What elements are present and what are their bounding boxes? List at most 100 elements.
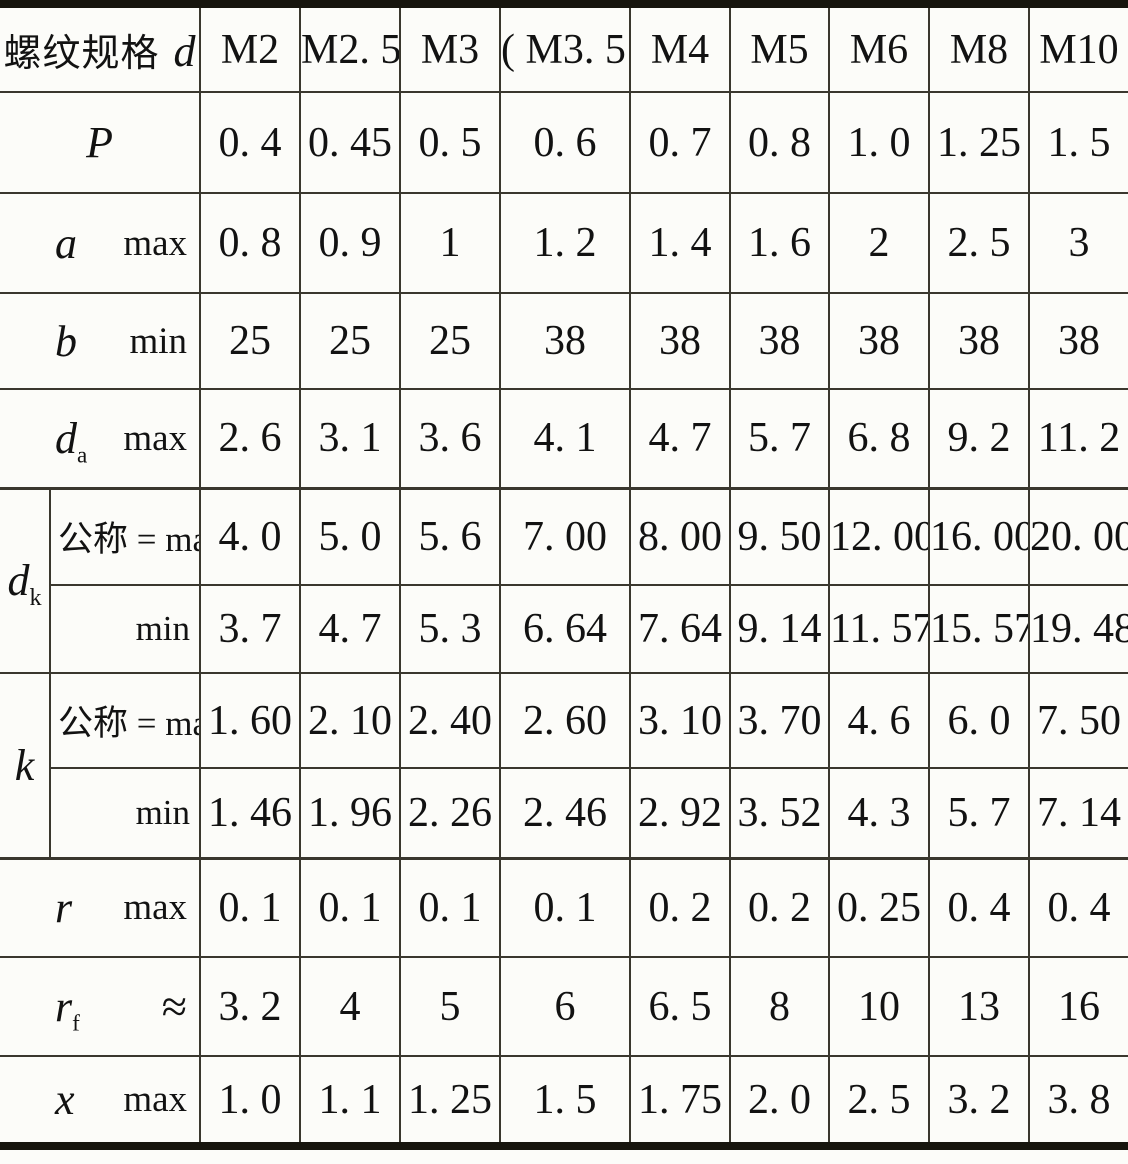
group-label-dk: dk bbox=[0, 486, 51, 674]
symbol-da-subscript: a bbox=[77, 441, 88, 468]
cell-kmax-m4: 3. 10 bbox=[629, 672, 732, 769]
row-label-x: x max bbox=[0, 1055, 202, 1147]
cell-r-m4: 0. 2 bbox=[629, 856, 732, 958]
group-label-k: k bbox=[0, 672, 51, 859]
cell-r-m3: 0. 1 bbox=[399, 856, 502, 958]
col-header-m2-5: M2. 5 bbox=[299, 3, 402, 93]
cell-p-m6: 1. 0 bbox=[828, 91, 931, 194]
cell-da-m4: 4. 7 bbox=[629, 388, 732, 489]
cell-da-m2-5: 3. 1 bbox=[299, 388, 402, 489]
cell-p-m2: 0. 4 bbox=[199, 91, 302, 194]
cell-da-m5: 5. 7 bbox=[729, 388, 831, 489]
cell-r-m5: 0. 2 bbox=[729, 856, 831, 958]
cell-b-m2: 25 bbox=[199, 292, 302, 390]
cell-p-m2-5: 0. 45 bbox=[299, 91, 402, 194]
cell-kmin-m2-5: 1. 96 bbox=[299, 767, 402, 859]
cell-dkmin-m2-5: 4. 7 bbox=[299, 584, 402, 674]
cell-r-m10: 0. 4 bbox=[1028, 856, 1128, 958]
sublabel-k-min: min bbox=[48, 767, 202, 859]
cell-r-m2: 0. 1 bbox=[199, 856, 302, 958]
cell-dkmax-m2: 4. 0 bbox=[199, 486, 302, 586]
cell-b-m10: 38 bbox=[1028, 292, 1128, 390]
cell-dkmax-m3: 5. 6 bbox=[399, 486, 502, 586]
cell-dkmin-m10: 19. 48 bbox=[1028, 584, 1128, 674]
row-da: da max 2. 6 3. 1 3. 6 4. 1 4. 7 5. 7 6. 8… bbox=[0, 388, 1128, 489]
cell-da-m10: 11. 2 bbox=[1028, 388, 1128, 489]
row-rf: rf ≈ 3. 2 4 5 6 6. 5 8 10 13 16 bbox=[0, 956, 1128, 1057]
cell-b-m6: 38 bbox=[828, 292, 931, 390]
symbol-rf-subscript: f bbox=[72, 1009, 80, 1036]
cell-x-m2-5: 1. 1 bbox=[299, 1055, 402, 1147]
cell-x-m2: 1. 0 bbox=[199, 1055, 302, 1147]
row-a: a max 0. 8 0. 9 1 1. 2 1. 4 1. 6 2 2. 5 3 bbox=[0, 192, 1128, 294]
cell-p-m4: 0. 7 bbox=[629, 91, 732, 194]
row-dk-min: min 3. 7 4. 7 5. 3 6. 64 7. 64 9. 14 11.… bbox=[0, 584, 1128, 674]
cell-b-m4: 38 bbox=[629, 292, 732, 390]
cell-dkmax-m6: 12. 00 bbox=[828, 486, 931, 586]
cell-rf-m10: 16 bbox=[1028, 956, 1128, 1057]
symbol-da-base: d bbox=[55, 413, 77, 463]
cell-dkmin-m5: 9. 14 bbox=[729, 584, 831, 674]
cell-rf-m4: 6. 5 bbox=[629, 956, 732, 1057]
cell-b-m3: 25 bbox=[399, 292, 502, 390]
cell-x-m4: 1. 75 bbox=[629, 1055, 732, 1147]
cell-kmax-m3-5: 2. 60 bbox=[499, 672, 632, 769]
cell-kmin-m10: 7. 14 bbox=[1028, 767, 1128, 859]
row-k-max: k 公称 = max 1. 60 2. 10 2. 40 2. 60 3. 10… bbox=[0, 672, 1128, 859]
cell-rf-m2-5: 4 bbox=[299, 956, 402, 1057]
row-label-a: a max bbox=[0, 192, 202, 294]
row-label-b-flex: b min bbox=[0, 316, 198, 367]
cell-r-m3-5: 0. 1 bbox=[499, 856, 632, 958]
symbol-p: P bbox=[86, 118, 113, 167]
cell-dkmin-m4: 7. 64 bbox=[629, 584, 732, 674]
qualifier-x: max bbox=[123, 1079, 188, 1120]
cell-rf-m8: 13 bbox=[928, 956, 1031, 1057]
cell-rf-m3: 5 bbox=[399, 956, 502, 1057]
qualifier-a: max bbox=[123, 222, 188, 264]
cell-a-m3: 1 bbox=[399, 192, 502, 294]
col-header-m5: M5 bbox=[729, 3, 831, 93]
row-p: P 0. 4 0. 45 0. 5 0. 6 0. 7 0. 8 1. 0 1.… bbox=[0, 91, 1128, 194]
cell-kmin-m3: 2. 26 bbox=[399, 767, 502, 859]
cell-x-m10: 3. 8 bbox=[1028, 1055, 1128, 1147]
cell-p-m10: 1. 5 bbox=[1028, 91, 1128, 194]
cell-r-m8: 0. 4 bbox=[928, 856, 1031, 958]
cell-kmax-m5: 3. 70 bbox=[729, 672, 831, 769]
cell-da-m2: 2. 6 bbox=[199, 388, 302, 489]
cell-kmax-m2: 1. 60 bbox=[199, 672, 302, 769]
cell-b-m3-5: 38 bbox=[499, 292, 632, 390]
cell-p-m3-5: 0. 6 bbox=[499, 91, 632, 194]
row-x: x max 1. 0 1. 1 1. 25 1. 5 1. 75 2. 0 2. … bbox=[0, 1055, 1128, 1147]
cell-da-m6: 6. 8 bbox=[828, 388, 931, 489]
header-label-cn: 螺纹规格 bbox=[3, 33, 160, 75]
cell-kmax-m10: 7. 50 bbox=[1028, 672, 1128, 769]
cell-kmax-m3: 2. 40 bbox=[399, 672, 502, 769]
cell-kmin-m6: 4. 3 bbox=[828, 767, 931, 859]
cell-a-m4: 1. 4 bbox=[629, 192, 732, 294]
cell-rf-m6: 10 bbox=[828, 956, 931, 1057]
row-label-p: P bbox=[0, 91, 202, 194]
cell-b-m5: 38 bbox=[729, 292, 831, 390]
symbol-a: a bbox=[55, 218, 77, 268]
row-r: r max 0. 1 0. 1 0. 1 0. 1 0. 2 0. 2 0. 25… bbox=[0, 856, 1128, 958]
row-label-da: da max bbox=[0, 388, 202, 489]
symbol-rf: rf bbox=[55, 981, 80, 1036]
cell-a-m8: 2. 5 bbox=[928, 192, 1031, 294]
cell-x-m3-5: 1. 5 bbox=[499, 1055, 632, 1147]
cell-a-m2-5: 0. 9 bbox=[299, 192, 402, 294]
symbol-k: k bbox=[14, 740, 35, 790]
cell-x-m3: 1. 25 bbox=[399, 1055, 502, 1147]
col-header-m2: M2 bbox=[199, 3, 302, 93]
row-label-b: b min bbox=[0, 292, 202, 390]
qualifier-rf: ≈ bbox=[161, 981, 188, 1032]
col-header-m3-5: ( M3. 5 ) bbox=[499, 3, 632, 93]
sublabel-dk-max: 公称 = max bbox=[48, 486, 202, 586]
cell-dkmin-m3-5: 6. 64 bbox=[499, 584, 632, 674]
cell-r-m2-5: 0. 1 bbox=[299, 856, 402, 958]
row-label-r: r max bbox=[0, 856, 202, 958]
col-header-m10: M10 bbox=[1028, 3, 1128, 93]
cell-kmin-m3-5: 2. 46 bbox=[499, 767, 632, 859]
sublabel-k-max: 公称 = max bbox=[48, 672, 202, 769]
col-header-m8: M8 bbox=[928, 3, 1031, 93]
